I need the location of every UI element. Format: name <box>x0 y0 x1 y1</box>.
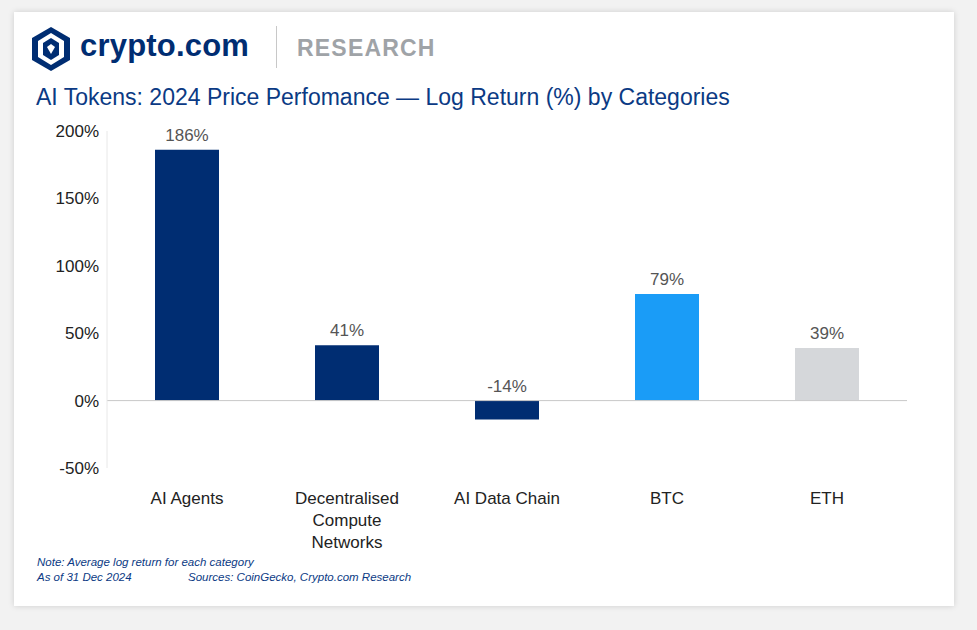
svg-text:AI Agents: AI Agents <box>151 489 224 508</box>
html-text:Sources: CoinGecko, Crypto.com: Sources: CoinGecko, Crypto.com Research <box>188 571 412 583</box>
svg-text:-14%: -14% <box>487 377 527 396</box>
svg-text:BTC: BTC <box>650 489 684 508</box>
html-text:AI Tokens: 2024 Price Perfoman: AI Tokens: 2024 Price Perfomance — Log R… <box>36 84 730 110</box>
svg-text:39%: 39% <box>810 324 844 343</box>
svg-text:50%: 50% <box>65 324 99 343</box>
html-text:As of 31 Dec 2024: As of 31 Dec 2024 <box>37 571 132 583</box>
svg-text:186%: 186% <box>165 126 208 145</box>
svg-text:79%: 79% <box>650 270 684 289</box>
svg-text:-50%: -50% <box>59 459 99 478</box>
svg-text:AI Data Chain: AI Data Chain <box>454 489 560 508</box>
html-text:RESEARCH: RESEARCH <box>297 35 436 61</box>
svg-text:ETH: ETH <box>810 489 844 508</box>
html-text:Note: Average log return for e: Note: Average log return for each catego… <box>37 556 254 568</box>
svg-text:100%: 100% <box>56 257 99 276</box>
svg-text:0%: 0% <box>74 392 99 411</box>
svg-text:41%: 41% <box>330 321 364 340</box>
svg-text:DecentralisedComputeNetworks: DecentralisedComputeNetworks <box>295 489 399 552</box>
html-text:crypto.com: crypto.com <box>80 28 250 63</box>
svg-text:150%: 150% <box>56 189 99 208</box>
svg-text:200%: 200% <box>56 122 99 141</box>
